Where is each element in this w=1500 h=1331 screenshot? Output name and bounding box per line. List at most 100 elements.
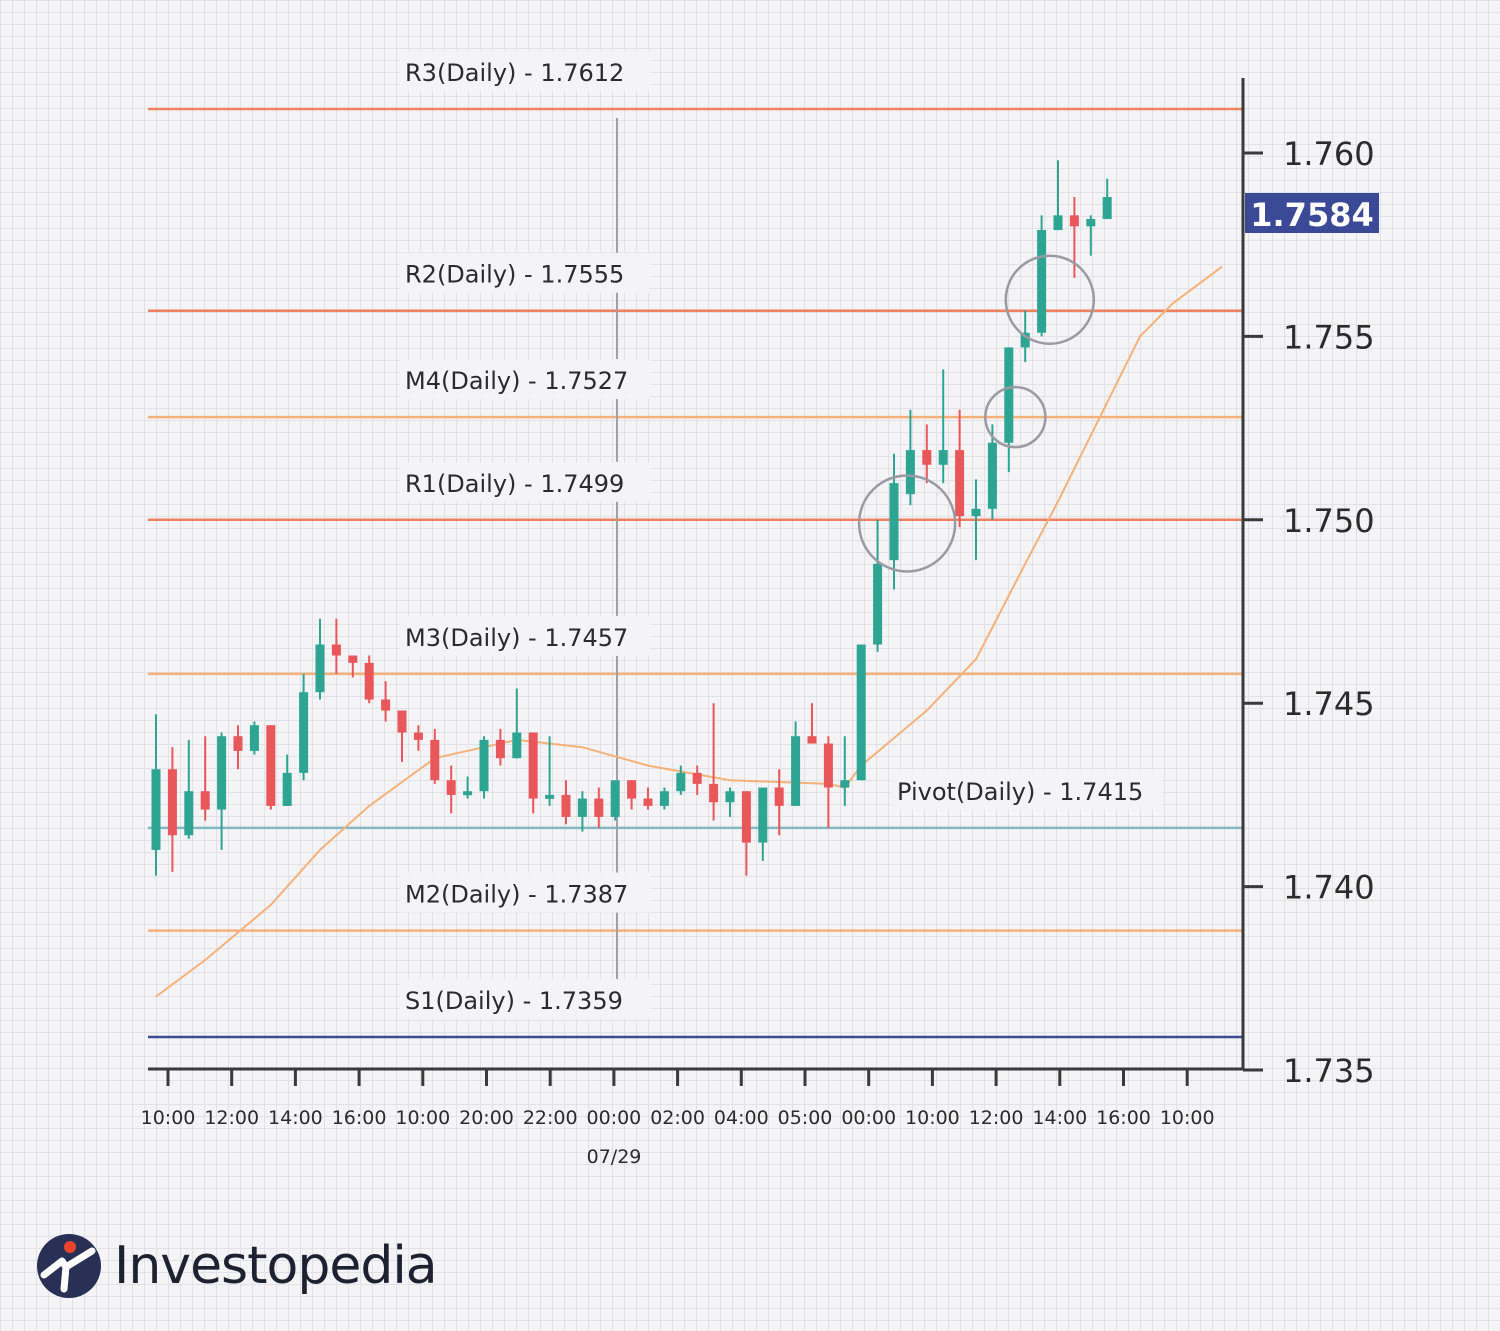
candle — [561, 780, 571, 825]
candle-body — [413, 732, 423, 740]
candle — [791, 721, 801, 806]
candle — [331, 618, 341, 674]
current-price-value: 1.7584 — [1250, 196, 1373, 234]
candle-body — [331, 644, 341, 656]
candle-body — [741, 791, 751, 843]
pivot-level-label: M2(Daily) - 1.7387 — [405, 881, 628, 909]
candle — [151, 714, 161, 876]
candle — [1004, 347, 1014, 473]
pivot-level-label: R1(Daily) - 1.7499 — [405, 470, 624, 498]
candle-body — [676, 772, 686, 792]
investopedia-logo-icon — [37, 1234, 101, 1298]
candle-body — [446, 780, 456, 795]
candle — [659, 787, 669, 810]
candle-body — [430, 739, 440, 781]
brand-logo: Investopedia — [36, 1232, 438, 1300]
y-tick-label: 1.755 — [1283, 318, 1375, 356]
pivot-level-label: R2(Daily) - 1.7555 — [405, 261, 624, 289]
candle — [1086, 215, 1096, 256]
candle-body — [971, 508, 981, 517]
x-tick-label: 16:00 — [332, 1107, 387, 1129]
candle — [200, 736, 210, 821]
candle-body — [266, 725, 276, 806]
x-tick-label: 02:00 — [650, 1107, 705, 1129]
label-backdrop — [400, 50, 650, 91]
pivot-level-labels: R3(Daily) - 1.7612 R2(Daily) - 1.7555 M4(D… — [400, 50, 1162, 1019]
candle-body — [758, 787, 768, 843]
pivot-level-label: M3(Daily) - 1.7457 — [405, 624, 628, 652]
candle-body — [725, 791, 735, 803]
candle-body — [692, 772, 702, 784]
candle — [643, 787, 653, 810]
candle — [167, 747, 177, 872]
candle — [299, 673, 309, 781]
candle-body — [561, 794, 571, 817]
candle-body — [479, 739, 489, 792]
candle-body — [348, 655, 358, 663]
highlight-circles — [857, 254, 1096, 573]
x-tick-label: 14:00 — [268, 1107, 323, 1129]
candle-body — [1102, 197, 1112, 220]
candle — [282, 754, 292, 806]
candle — [807, 703, 817, 744]
pivot-level-label: R3(Daily) - 1.7612 — [405, 59, 624, 87]
candle — [840, 736, 850, 806]
y-tick-label: 1.740 — [1283, 869, 1375, 907]
candle-body — [315, 644, 325, 693]
candle — [627, 780, 637, 810]
candle — [364, 655, 374, 704]
label-backdrop — [892, 769, 1162, 810]
candle — [348, 655, 358, 678]
x-tick-label: 10:00 — [141, 1107, 196, 1129]
candle-body — [151, 769, 161, 850]
candle-body — [463, 791, 473, 796]
candle-body — [955, 450, 965, 517]
candle-body — [512, 732, 522, 759]
highlight-circle — [1004, 254, 1096, 345]
candle-body — [545, 794, 555, 799]
pivot-level-label: S1(Daily) - 1.7359 — [405, 987, 623, 1015]
candle-body — [873, 563, 883, 645]
candle-body — [643, 798, 653, 806]
moving-average-line — [155, 265, 1223, 998]
candle-body — [823, 743, 833, 788]
candles — [151, 160, 1112, 876]
candle — [577, 791, 587, 832]
candle-body — [282, 772, 292, 806]
candle — [495, 728, 505, 766]
y-tick-label: 1.745 — [1283, 685, 1375, 723]
candle-body — [594, 798, 604, 817]
candle-body — [922, 450, 932, 465]
candle-body — [1004, 347, 1014, 443]
candle — [905, 409, 915, 506]
candle — [1102, 178, 1112, 220]
candle-body — [791, 736, 801, 806]
candle-body — [217, 736, 227, 810]
candle-body — [889, 483, 899, 561]
candle — [463, 776, 473, 799]
x-tick-label: 00:00 — [587, 1107, 642, 1129]
current-price-badge: 1.7584 — [1245, 193, 1379, 234]
candle-body — [659, 791, 669, 806]
pivot-level-label: Pivot(Daily) - 1.7415 — [897, 778, 1143, 806]
candle — [430, 728, 440, 784]
label-backdrop — [400, 461, 650, 502]
candle — [381, 681, 391, 722]
y-tick-label: 1.760 — [1283, 135, 1375, 173]
candle — [446, 765, 456, 814]
candle-body — [577, 798, 587, 817]
candle — [233, 725, 243, 770]
candle — [823, 736, 833, 828]
candle — [774, 769, 784, 836]
candle — [315, 618, 325, 700]
candle-body — [184, 791, 194, 836]
candle-body — [381, 699, 391, 711]
candle — [971, 479, 981, 561]
axes — [148, 78, 1245, 1071]
candle — [184, 739, 194, 839]
highlight-circle — [857, 474, 957, 573]
x-axis-ticks: 10:00 12:00 14:00 16:00 10:00 20:00 22:00 00:00… — [141, 1069, 1215, 1129]
candle — [676, 765, 686, 795]
candle-body — [1020, 332, 1030, 348]
candle-body — [627, 780, 637, 799]
